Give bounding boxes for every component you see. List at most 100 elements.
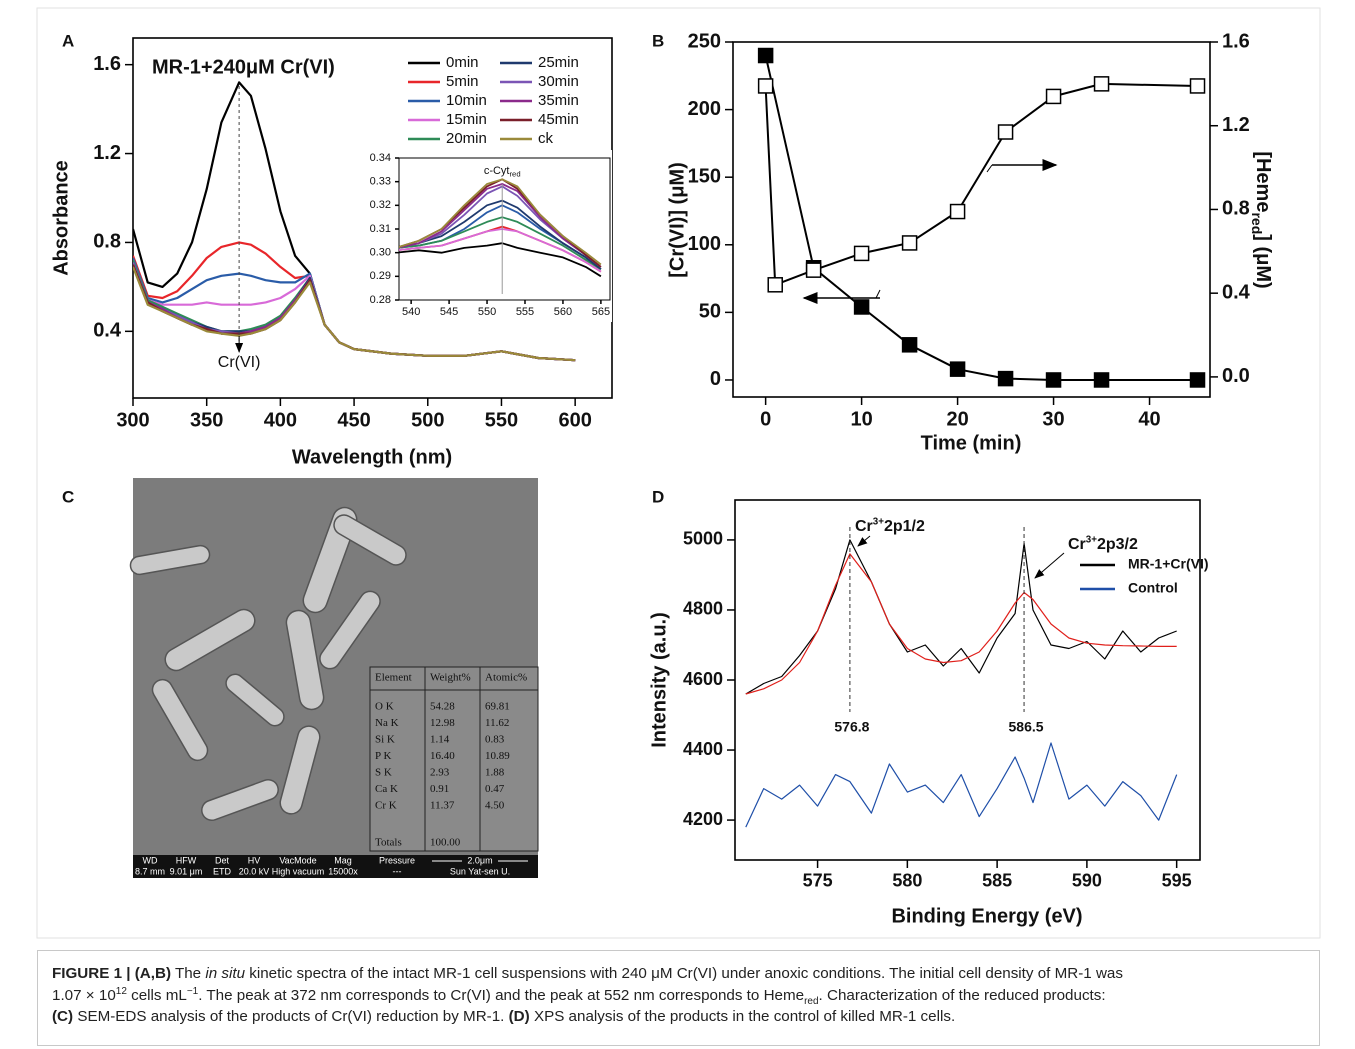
info-label: VacMode	[279, 855, 316, 865]
y-tick-label: 4400	[683, 739, 723, 759]
x-tick-label: 565	[592, 306, 610, 318]
legend-label: 30min	[538, 73, 579, 90]
y2-tick-label: 0.0	[1222, 365, 1250, 387]
marker	[757, 47, 774, 64]
peak-label-part: 2p3/2	[1097, 536, 1138, 553]
cell	[129, 544, 211, 576]
y2-axis-label-part: red	[1249, 212, 1265, 234]
legend-label: 20min	[446, 130, 487, 147]
panel-label: C	[62, 487, 74, 506]
caption-text: XPS analysis of the products in the cont…	[529, 1008, 956, 1026]
info-label: HFW	[176, 855, 197, 865]
marker	[1093, 76, 1110, 92]
marker	[1189, 372, 1206, 388]
marker	[853, 299, 870, 315]
marker	[805, 262, 822, 278]
y2-tick-label: 1.2	[1222, 114, 1250, 136]
y-tick-label: 0.32	[370, 199, 391, 211]
y2-tick-label: 0.4	[1222, 281, 1251, 303]
cell	[285, 609, 325, 711]
caption-text: −1	[186, 985, 199, 997]
series-line	[745, 553, 1177, 695]
series-line	[399, 178, 602, 266]
caption-text: The	[171, 965, 206, 982]
x-tick-label: 590	[1072, 870, 1102, 890]
table-cell: Si K	[375, 734, 395, 746]
peak-value-label: 586.5	[1009, 719, 1044, 735]
legend-label: 25min	[538, 54, 579, 71]
table-cell: O K	[375, 701, 394, 713]
y-axis-label: Absorbance	[50, 160, 72, 276]
peak-label-part: Cr	[1068, 536, 1086, 553]
caption-text: (D)	[508, 1008, 530, 1026]
caption-text: red	[804, 995, 819, 1007]
x-tick-label: 400	[264, 409, 297, 431]
marker	[949, 203, 966, 220]
series-line	[745, 539, 1177, 695]
info-value: ETD	[213, 866, 232, 876]
marker	[1045, 88, 1062, 105]
marker	[997, 124, 1014, 140]
annotation-part: red	[509, 169, 520, 178]
table-header: Element	[375, 672, 412, 684]
x-tick-label: 0	[760, 408, 771, 430]
info-value: 15000x	[328, 866, 358, 876]
legend-label: 15min	[446, 111, 487, 128]
y-tick-label: 200	[688, 98, 721, 120]
annotation-part: c-Cyt	[484, 165, 510, 177]
y2-axis-label-part: ] (μM)	[1252, 234, 1274, 288]
info-value: 9.01 μm	[170, 866, 203, 876]
y-tick-label: 0.28	[370, 294, 391, 306]
y-tick-label: 100	[688, 233, 721, 255]
cell	[225, 673, 285, 727]
table-cell: 0.83	[485, 734, 505, 746]
annotation: c-Cytred	[484, 165, 521, 178]
table-cell: 1.14	[430, 734, 450, 746]
legend-label: 10min	[446, 92, 487, 109]
caption-text: kinetic spectra of the intact MR-1 cell …	[245, 965, 1123, 982]
info-label: Pressure	[379, 855, 415, 865]
y-tick-label: 1.6	[93, 53, 121, 75]
sem-cells	[129, 506, 407, 822]
table-cell: Totals	[375, 837, 402, 849]
cell	[279, 725, 321, 815]
info-label: Mag	[334, 855, 352, 865]
chart-title: MR-1+240μM Cr(VI)	[152, 56, 335, 78]
annotation: Cr(VI)	[218, 354, 261, 371]
info-label: 2.0μm	[467, 855, 492, 865]
series-line	[745, 742, 1178, 828]
y-tick-label: 50	[699, 301, 721, 323]
inset-background	[366, 150, 612, 322]
y-tick-label: 1.2	[93, 142, 121, 164]
panel-label: D	[652, 487, 664, 506]
peak-label-part: 3+	[873, 516, 884, 527]
x-tick-label: 555	[516, 306, 534, 318]
caption-text: 12	[115, 985, 127, 997]
marker	[997, 370, 1014, 387]
x-axis-label: Wavelength (nm)	[292, 446, 452, 468]
caption-text: (C)	[52, 1008, 74, 1026]
y2-axis-label-part: [Heme	[1252, 151, 1274, 212]
cell	[319, 590, 381, 670]
legend-label: 5min	[446, 73, 479, 90]
legend-label: ck	[538, 130, 554, 147]
info-label: HV	[248, 855, 261, 865]
peak-label-part: 3+	[1086, 534, 1097, 545]
y-tick-label: 0.29	[370, 270, 391, 282]
y-tick-label: 0.30	[370, 247, 391, 259]
legend-label: 45min	[538, 111, 579, 128]
peak-arrow	[857, 535, 871, 547]
info-label: WD	[143, 855, 158, 865]
marker	[1045, 372, 1062, 388]
peak-arrow	[1034, 552, 1065, 579]
x-tick-label: 300	[116, 409, 149, 431]
x-tick-label: 545	[440, 306, 458, 318]
x-tick-label: 450	[337, 409, 370, 431]
series-line	[133, 266, 576, 362]
table-cell: 10.89	[485, 750, 510, 762]
caption: FIGURE 1 | (A,B) The in situ kinetic spe…	[37, 950, 1320, 1046]
table-cell: P K	[375, 750, 391, 762]
sem-image	[129, 478, 539, 878]
y-tick-label: 150	[688, 165, 721, 187]
table-cell: Ca K	[375, 783, 398, 795]
